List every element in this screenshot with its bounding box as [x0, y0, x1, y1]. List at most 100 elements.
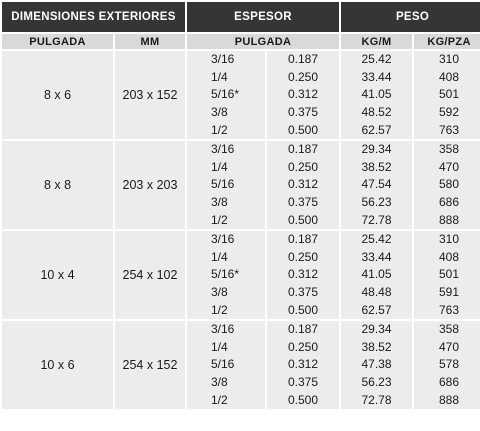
peso-kg-m-cell: 29.34 38.52 47.38 56.23 72.78	[341, 321, 413, 409]
espesor-decimal: 0.375	[287, 375, 319, 390]
peso-kg-m: 72.78	[361, 212, 392, 227]
espesor-decimal: 0.500	[287, 392, 319, 407]
espesor-decimal: 0.312	[287, 177, 319, 192]
peso-kg-pza-cell: 358 470 580 686 888	[414, 141, 480, 229]
espesor-decimal-cell: 0.187 0.250 0.312 0.375 0.500	[267, 321, 340, 409]
peso-kg-m: 72.78	[361, 392, 392, 407]
group-pulgada: 8 x 8	[2, 141, 113, 229]
espesor-fraction: 1/4	[211, 339, 228, 354]
espesor-fraction: 3/8	[211, 195, 228, 210]
peso-kg-m: 56.23	[361, 375, 392, 390]
subheader-kg-pza: KG/PZA	[414, 34, 480, 49]
espesor-decimal: 0.375	[287, 285, 319, 300]
espesor-fraction-cell: 3/16 1/4 5/16 3/8 1/2	[187, 321, 265, 409]
table-row: 10 x 4 254 x 102 3/16 1/4 5/16* 3/8 1/2 0.187 0.…	[2, 231, 480, 319]
peso-kg-pza: 888	[439, 392, 460, 407]
peso-kg-pza: 470	[439, 159, 460, 174]
header-dimensiones-exteriores: DIMENSIONES EXTERIORES	[2, 2, 185, 32]
espesor-fraction-cell: 3/16 1/4 5/16* 3/8 1/2	[187, 51, 265, 139]
peso-kg-pza: 408	[439, 69, 460, 84]
peso-kg-m: 56.23	[361, 195, 392, 210]
espesor-decimal: 0.250	[287, 249, 319, 264]
espesor-decimal: 0.187	[287, 232, 319, 247]
subheader-row: PULGADA MM PULGADA KG/M KG/PZA	[2, 34, 480, 49]
peso-kg-pza: 501	[439, 267, 460, 282]
peso-kg-pza: 686	[439, 375, 460, 390]
espesor-decimal: 0.500	[287, 302, 319, 317]
peso-kg-pza: 408	[439, 249, 460, 264]
group-mm: 203 x 152	[115, 51, 185, 139]
peso-kg-pza: 580	[439, 177, 460, 192]
espesor-decimal: 0.312	[287, 267, 319, 282]
espesor-fraction: 1/4	[211, 69, 228, 84]
espesor-fraction: 1/2	[211, 392, 228, 407]
table-body: 8 x 6 203 x 152 3/16 1/4 5/16* 3/8 1/2 0.187 0.2…	[2, 51, 480, 409]
espesor-fraction: 1/2	[211, 122, 228, 137]
espesor-decimal: 0.250	[287, 69, 319, 84]
peso-kg-pza: 310	[439, 52, 460, 67]
espesor-decimal: 0.187	[287, 322, 319, 337]
espesor-fraction: 3/16	[211, 322, 235, 337]
espesor-fraction: 5/16*	[211, 87, 240, 102]
peso-kg-m: 62.57	[361, 122, 392, 137]
peso-kg-m: 41.05	[361, 87, 392, 102]
peso-kg-pza: 501	[439, 87, 460, 102]
espesor-fraction: 1/2	[211, 212, 228, 227]
espesor-fraction: 5/16	[211, 177, 235, 192]
peso-kg-pza: 578	[439, 357, 460, 372]
peso-kg-pza: 763	[439, 122, 460, 137]
espesor-decimal: 0.375	[287, 105, 319, 120]
group-mm: 254 x 152	[115, 321, 185, 409]
espesor-decimal: 0.500	[287, 122, 319, 137]
peso-kg-pza: 358	[439, 322, 460, 337]
peso-kg-m-cell: 25.42 33.44 41.05 48.48 62.57	[341, 231, 413, 319]
table-row: 8 x 6 203 x 152 3/16 1/4 5/16* 3/8 1/2 0.187 0.2…	[2, 51, 480, 139]
peso-kg-pza: 763	[439, 302, 460, 317]
peso-kg-pza: 686	[439, 195, 460, 210]
subheader-kg-m: KG/M	[341, 34, 413, 49]
espesor-fraction: 3/8	[211, 375, 228, 390]
peso-kg-m: 38.52	[361, 339, 392, 354]
peso-kg-pza: 358	[439, 142, 460, 157]
peso-kg-m: 25.42	[361, 52, 392, 67]
espesor-decimal: 0.250	[287, 339, 319, 354]
espesor-decimal: 0.187	[287, 142, 319, 157]
peso-kg-m-cell: 29.34 38.52 47.54 56.23 72.78	[341, 141, 413, 229]
table-row: 8 x 8 203 x 203 3/16 1/4 5/16 3/8 1/2 0.187 0.25…	[2, 141, 480, 229]
subheader-espesor-pulgada: PULGADA	[187, 34, 340, 49]
peso-kg-m: 47.54	[361, 177, 392, 192]
espesor-fraction-cell: 3/16 1/4 5/16* 3/8 1/2	[187, 231, 265, 319]
espesor-fraction: 3/16	[211, 142, 235, 157]
peso-kg-m: 41.05	[361, 267, 392, 282]
espesor-decimal: 0.187	[287, 52, 319, 67]
group-pulgada: 10 x 6	[2, 321, 113, 409]
espesor-fraction: 3/16	[211, 52, 235, 67]
espesor-decimal-cell: 0.187 0.250 0.312 0.375 0.500	[267, 51, 340, 139]
espesor-decimal-cell: 0.187 0.250 0.312 0.375 0.500	[267, 141, 340, 229]
espesor-fraction: 5/16*	[211, 267, 240, 282]
espesor-fraction: 1/4	[211, 159, 228, 174]
peso-kg-m: 33.44	[361, 249, 392, 264]
espesor-decimal: 0.312	[287, 357, 319, 372]
peso-kg-pza: 591	[439, 285, 460, 300]
header-row: DIMENSIONES EXTERIORES ESPESOR PESO	[2, 2, 480, 32]
peso-kg-pza: 470	[439, 339, 460, 354]
espesor-decimal: 0.250	[287, 159, 319, 174]
group-pulgada: 8 x 6	[2, 51, 113, 139]
espesor-fraction-cell: 3/16 1/4 5/16 3/8 1/2	[187, 141, 265, 229]
subheader-pulgada: PULGADA	[2, 34, 113, 49]
peso-kg-m: 33.44	[361, 69, 392, 84]
group-mm: 254 x 102	[115, 231, 185, 319]
peso-kg-m: 25.42	[361, 232, 392, 247]
espesor-decimal: 0.375	[287, 195, 319, 210]
peso-kg-m: 48.52	[361, 105, 392, 120]
espesor-decimal-cell: 0.187 0.250 0.312 0.375 0.500	[267, 231, 340, 319]
espesor-fraction: 1/2	[211, 302, 228, 317]
peso-kg-m: 48.48	[361, 285, 392, 300]
group-pulgada: 10 x 4	[2, 231, 113, 319]
peso-kg-pza: 888	[439, 212, 460, 227]
peso-kg-m-cell: 25.42 33.44 41.05 48.52 62.57	[341, 51, 413, 139]
espesor-decimal: 0.500	[287, 212, 319, 227]
peso-kg-m: 47.38	[361, 357, 392, 372]
peso-kg-pza: 592	[439, 105, 460, 120]
